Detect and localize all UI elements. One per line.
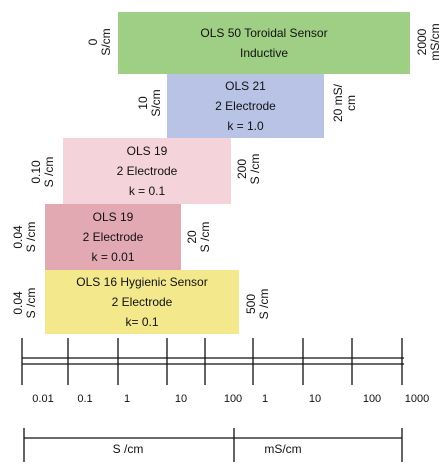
sensor-box-ols16: OLS 16 Hygienic Sensor 2 Electrode k= 0.… [45, 270, 239, 334]
sensor-box-ols19-k01: OLS 19 2 Electrode k = 0.1 [63, 138, 231, 204]
sensor-box-ols21: OLS 21 2 Electrode k = 1.0 [167, 74, 324, 138]
scale-tick-label: 1000 [404, 393, 430, 405]
sensor-label-line: OLS 19 [92, 210, 134, 224]
scale-tick-label: 100 [223, 393, 243, 405]
scale-tick-label: 0.1 [77, 393, 93, 405]
sensor-box-ols50: OLS 50 Toroidal Sensor Inductive [118, 12, 410, 74]
sensor-label-line: 2 Electrode [82, 230, 144, 244]
sensor-label-line: OLS 50 Toroidal Sensor [200, 26, 328, 40]
scale-tick-label: 10 [174, 393, 188, 405]
sensor-label-line: OLS 19 [126, 144, 168, 158]
sensor-box-ols19-k001: OLS 19 2 Electrode k = 0.01 [45, 204, 181, 270]
scale-tick-label: 0.01 [32, 393, 54, 405]
scale-tick-label: 1 [123, 393, 131, 405]
sensor-label-line: 2 Electrode [111, 295, 173, 309]
sensor-label-line: OLS 16 Hygienic Sensor [76, 275, 208, 289]
scale-tick-label: 1 [261, 393, 269, 405]
scale-tick-label: 10 [308, 393, 322, 405]
sensor-label-line: k = 0.01 [91, 250, 135, 264]
unit-label-s-cm: S /cm [112, 442, 144, 456]
sensor-label-line: 2 Electrode [215, 99, 276, 113]
sensor-label-line: 2 Electrode [116, 164, 178, 178]
unit-label-ms-cm: mS/cm [264, 442, 302, 456]
sensor-label-line: OLS 21 [225, 79, 266, 93]
scale-tick-label: 100 [362, 393, 382, 405]
sensor-label-line: Inductive [239, 46, 289, 60]
sensor-label-line: k= 0.1 [125, 315, 159, 329]
sensor-label-line: k = 1.0 [227, 119, 264, 133]
sensor-label-line: k = 0.1 [128, 184, 166, 198]
